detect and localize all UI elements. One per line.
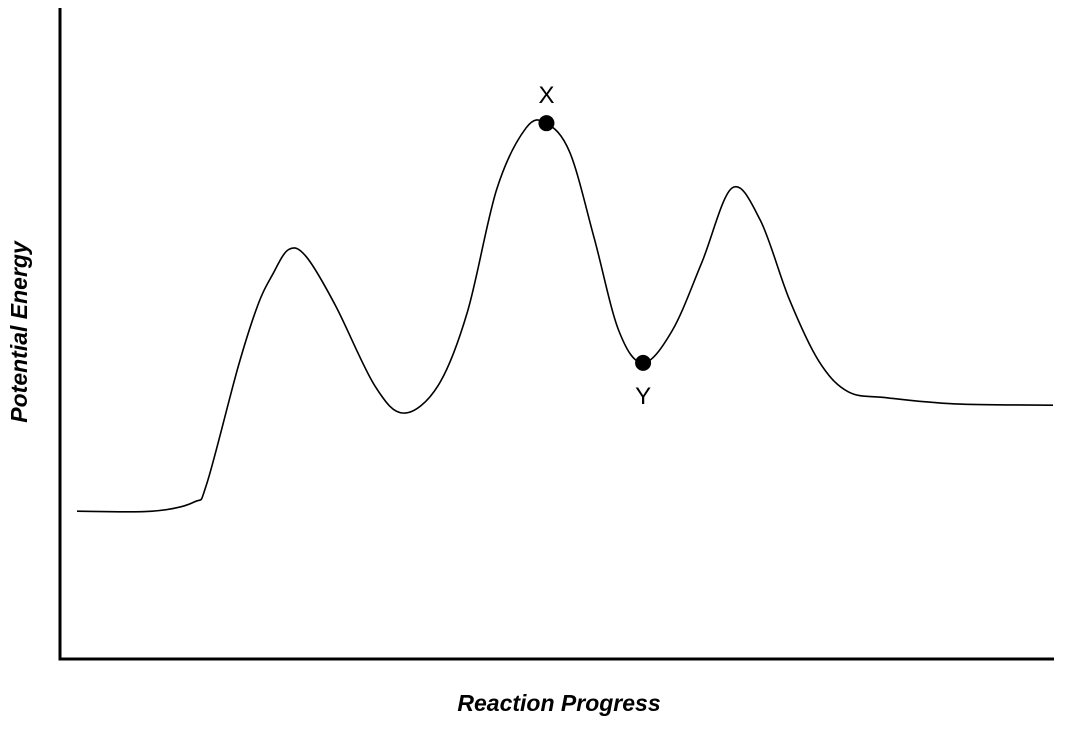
energy-curve-line [76,119,1054,513]
point-marker-y [635,354,652,371]
x-axis-label: Reaction Progress [457,690,660,716]
point-label-x: X [538,82,554,109]
y-axis-label: Potential Energy [6,240,32,423]
point-label-y: Y [635,383,651,410]
annotation-layer: XY [538,82,651,410]
point-marker-x [538,115,555,132]
